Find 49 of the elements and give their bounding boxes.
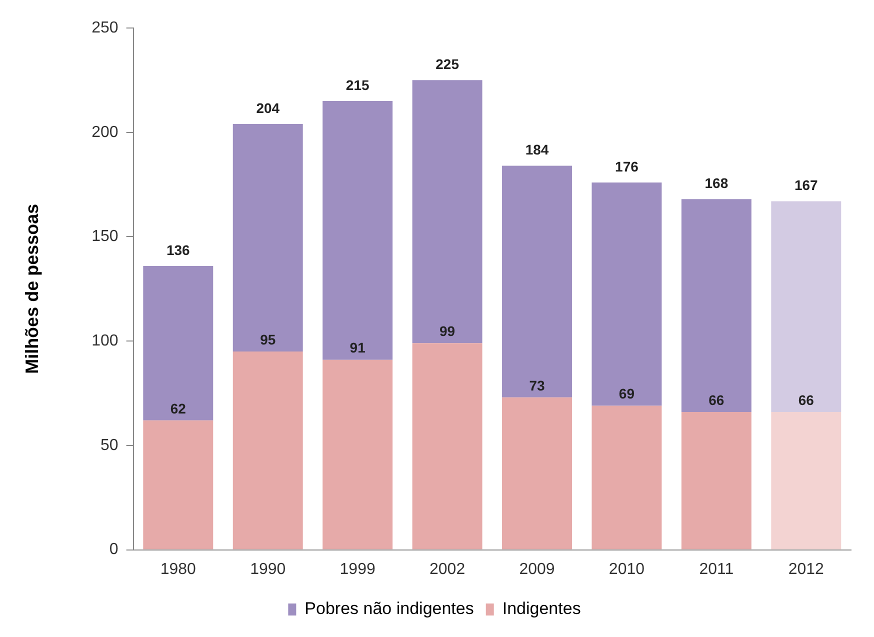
x-tick-label: 1980 xyxy=(160,560,196,578)
total-label: 136 xyxy=(166,242,190,258)
x-tick-label: 1999 xyxy=(340,560,376,578)
total-label: 215 xyxy=(346,76,370,93)
bar xyxy=(232,124,303,352)
legend-label: Indigentes xyxy=(502,599,581,618)
bar xyxy=(771,412,842,550)
total-label: 167 xyxy=(794,177,818,194)
bar xyxy=(502,166,572,398)
x-tick-label: 2012 xyxy=(788,560,824,578)
total-label: 168 xyxy=(704,175,728,192)
data-label: 91 xyxy=(350,340,366,356)
bar xyxy=(322,360,393,550)
x-tick-label: 2002 xyxy=(429,560,466,578)
bar xyxy=(681,199,752,412)
total-label: 225 xyxy=(436,56,460,72)
x-tick-label: 2010 xyxy=(608,560,645,578)
total-label: 204 xyxy=(256,100,280,116)
data-label: 99 xyxy=(440,323,456,340)
data-label: 73 xyxy=(529,377,545,394)
y-tick-label: 100 xyxy=(92,332,118,350)
y-tick-label: 250 xyxy=(92,19,118,36)
y-axis-title: Milhões de pessoas xyxy=(22,204,42,374)
bar xyxy=(143,266,214,420)
x-tick-label: 1990 xyxy=(250,560,286,578)
bar xyxy=(143,420,214,550)
bar xyxy=(771,201,842,412)
legend-label: Pobres não indigentes xyxy=(304,599,474,618)
bar xyxy=(592,182,662,406)
bar xyxy=(681,412,752,550)
data-label: 66 xyxy=(798,392,814,408)
data-label: 62 xyxy=(170,400,186,416)
data-label: 95 xyxy=(260,331,276,348)
y-tick-label: 50 xyxy=(100,436,118,454)
bar xyxy=(412,80,482,344)
y-tick-label: 200 xyxy=(92,124,118,141)
bar xyxy=(322,101,393,360)
data-label: 66 xyxy=(708,392,724,408)
y-tick-label: 150 xyxy=(92,228,118,246)
bar xyxy=(502,397,572,550)
bar xyxy=(412,343,482,550)
total-label: 176 xyxy=(615,158,639,174)
y-tick-label: 0 xyxy=(109,541,118,558)
x-tick-label: 2009 xyxy=(519,560,555,578)
total-label: 184 xyxy=(525,142,549,158)
bar xyxy=(232,352,303,550)
bar xyxy=(592,406,662,550)
x-tick-label: 2011 xyxy=(699,560,734,578)
data-label: 69 xyxy=(618,386,635,402)
